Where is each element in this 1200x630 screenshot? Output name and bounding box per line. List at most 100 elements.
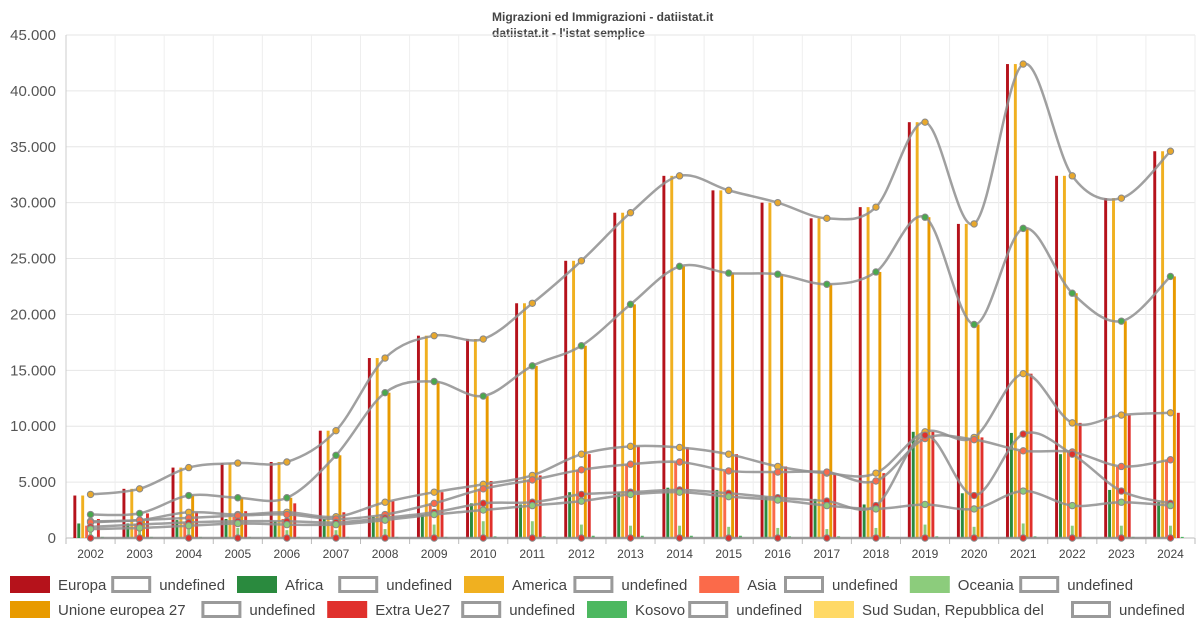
bar-europa[interactable]	[1153, 151, 1157, 538]
bar-unione-europea-27[interactable]	[436, 381, 440, 538]
legend-item[interactable]: America	[464, 576, 568, 594]
bar-africa[interactable]	[911, 431, 915, 538]
trend-point[interactable]	[724, 492, 733, 501]
bar-unione-europea-27[interactable]	[682, 266, 685, 538]
bar-oceania[interactable]	[1021, 523, 1025, 538]
bar-asia[interactable]	[625, 464, 629, 538]
trend-point[interactable]	[577, 490, 586, 499]
bar-america[interactable]	[866, 207, 870, 539]
trend-point[interactable]	[724, 467, 733, 475]
legend-item[interactable]: Africa	[237, 576, 324, 594]
bar-unione-europea-27[interactable]	[338, 455, 342, 538]
bar-america[interactable]	[915, 122, 919, 538]
bar-oceania[interactable]	[187, 529, 191, 538]
bar-asia[interactable]	[85, 525, 89, 538]
bar-africa[interactable]	[960, 493, 964, 538]
trend-point[interactable]	[872, 469, 880, 477]
trend-point[interactable]	[970, 320, 978, 329]
bar-asia[interactable]	[183, 522, 187, 538]
trend-point[interactable]	[381, 534, 389, 542]
bar-america[interactable]	[1013, 64, 1017, 538]
trend-point[interactable]	[1068, 419, 1076, 427]
bar-asia[interactable]	[428, 503, 432, 538]
trend-point[interactable]	[1019, 534, 1027, 542]
bar-oceania[interactable]	[285, 530, 289, 538]
bar-unione-europea-27[interactable]	[1172, 276, 1176, 538]
trend-point[interactable]	[283, 510, 291, 519]
bar-asia[interactable]	[674, 461, 678, 538]
trend-point[interactable]	[479, 485, 487, 493]
trend-point[interactable]	[234, 459, 242, 467]
trend-point[interactable]	[1019, 369, 1027, 378]
trend-point[interactable]	[430, 488, 438, 496]
bar-extra-ue27[interactable]	[882, 473, 886, 538]
legend-item[interactable]: Europa	[10, 576, 107, 594]
bar-unione-europea-27[interactable]	[632, 304, 636, 538]
trend-point[interactable]	[1117, 487, 1126, 495]
bar-america[interactable]	[817, 218, 821, 538]
trend-point[interactable]	[1019, 60, 1027, 68]
trend-point[interactable]	[1117, 462, 1126, 471]
bar-africa[interactable]	[666, 487, 670, 538]
bar-extra-ue27[interactable]	[146, 513, 149, 538]
bar-america[interactable]	[326, 430, 330, 538]
trend-point[interactable]	[823, 214, 831, 223]
bar-oceania[interactable]	[383, 529, 387, 538]
trend-point[interactable]	[332, 520, 340, 529]
trend-point[interactable]	[872, 203, 880, 211]
bar-asia[interactable]	[772, 472, 776, 538]
trend-point[interactable]	[921, 213, 929, 221]
trend-point[interactable]	[626, 534, 635, 542]
bar-america[interactable]	[375, 358, 379, 538]
bar-europa[interactable]	[367, 358, 371, 538]
trend-point[interactable]	[1117, 534, 1126, 542]
trend-point[interactable]	[283, 534, 291, 542]
trend-point[interactable]	[234, 534, 242, 542]
trend-point[interactable]	[724, 450, 733, 458]
legend-item[interactable]: undefined	[688, 601, 802, 619]
bar-america[interactable]	[964, 223, 968, 538]
trend-point[interactable]	[86, 510, 95, 519]
trend-point[interactable]	[381, 388, 389, 397]
trend-point[interactable]	[774, 496, 782, 504]
trend-point[interactable]	[1117, 317, 1126, 325]
trend-point[interactable]	[626, 209, 635, 217]
bar-asia[interactable]	[232, 516, 236, 538]
bar-africa[interactable]	[420, 514, 424, 538]
trend-point[interactable]	[1068, 501, 1076, 510]
bar-africa[interactable]	[715, 489, 719, 538]
trend-point[interactable]	[970, 435, 978, 444]
trend-point[interactable]	[774, 270, 782, 278]
bar-europa[interactable]	[466, 339, 469, 538]
bar-america[interactable]	[1161, 151, 1165, 538]
trend-point[interactable]	[283, 520, 291, 529]
trend-point[interactable]	[577, 466, 586, 474]
trend-point[interactable]	[1117, 498, 1126, 506]
trend-point[interactable]	[577, 342, 586, 350]
bar-europa[interactable]	[122, 488, 126, 538]
trend-point[interactable]	[724, 269, 733, 277]
bar-europa[interactable]	[956, 223, 960, 538]
bar-oceania[interactable]	[481, 521, 485, 538]
bar-europa[interactable]	[662, 175, 666, 538]
trend-point[interactable]	[528, 362, 537, 370]
bar-america[interactable]	[179, 467, 183, 538]
bar-africa[interactable]	[126, 523, 130, 538]
bar-africa[interactable]	[322, 518, 326, 538]
trend-point[interactable]	[823, 280, 831, 288]
trend-point[interactable]	[577, 257, 586, 265]
trend-point[interactable]	[1068, 534, 1076, 542]
bar-europa[interactable]	[564, 260, 568, 538]
bar-africa[interactable]	[469, 503, 473, 538]
trend-point[interactable]	[430, 510, 438, 519]
bar-africa[interactable]	[224, 518, 228, 538]
bar-unione-europea-27[interactable]	[289, 497, 293, 538]
trend-point[interactable]	[675, 488, 684, 496]
bar-extra-ue27[interactable]	[1176, 412, 1180, 538]
bar-extra-ue27[interactable]	[980, 437, 984, 538]
bar-asia[interactable]	[281, 518, 285, 538]
bar-europa[interactable]	[809, 218, 813, 538]
bar-america[interactable]	[572, 260, 576, 538]
trend-point[interactable]	[185, 463, 193, 472]
legend-item[interactable]: Oceania	[909, 576, 1015, 594]
